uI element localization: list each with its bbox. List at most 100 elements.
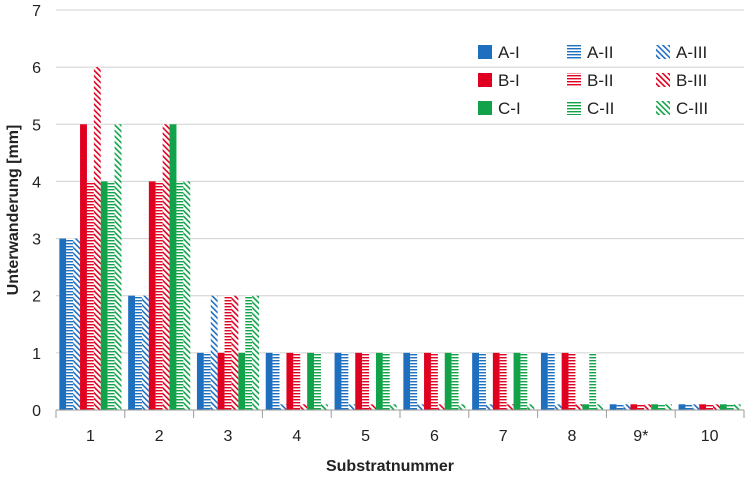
bar bbox=[286, 352, 294, 410]
legend-swatch bbox=[656, 73, 670, 87]
bar bbox=[196, 352, 204, 410]
bar bbox=[114, 124, 122, 411]
bar bbox=[664, 404, 672, 410]
x-tick-label: 2 bbox=[155, 428, 164, 445]
y-tick-label: 0 bbox=[32, 403, 41, 420]
bar bbox=[59, 238, 67, 410]
bar bbox=[658, 404, 665, 410]
bar bbox=[382, 352, 390, 410]
bar bbox=[176, 181, 184, 410]
bar bbox=[162, 124, 170, 411]
legend-label: B-II bbox=[587, 71, 613, 90]
bar bbox=[609, 404, 617, 410]
x-tick-label: 9* bbox=[633, 428, 648, 445]
y-tick-label: 4 bbox=[32, 174, 41, 191]
bar bbox=[513, 352, 521, 410]
bar bbox=[540, 352, 548, 410]
x-tick-label: 3 bbox=[224, 428, 233, 445]
bar bbox=[417, 404, 425, 410]
bar bbox=[320, 404, 328, 410]
bar bbox=[589, 352, 597, 410]
bars-group bbox=[59, 67, 741, 411]
bar bbox=[141, 295, 149, 410]
bar bbox=[128, 295, 136, 410]
bar bbox=[692, 404, 700, 410]
bar bbox=[582, 404, 590, 410]
bar bbox=[616, 404, 624, 410]
bar bbox=[100, 181, 108, 410]
bar bbox=[554, 404, 562, 410]
bar bbox=[499, 352, 507, 410]
bar bbox=[733, 404, 741, 410]
bar bbox=[93, 67, 101, 411]
bar bbox=[458, 404, 466, 410]
x-tick-label: 8 bbox=[568, 428, 577, 445]
bar bbox=[575, 404, 583, 410]
bar bbox=[527, 404, 535, 410]
bar bbox=[334, 352, 342, 410]
bar bbox=[348, 404, 356, 410]
bar bbox=[424, 352, 431, 410]
legend-swatch bbox=[567, 45, 581, 59]
bar bbox=[66, 238, 74, 410]
bar bbox=[183, 181, 191, 410]
legend-label: B-III bbox=[676, 71, 707, 90]
bar bbox=[231, 295, 239, 410]
bar bbox=[713, 404, 720, 410]
legend-label: B-I bbox=[498, 71, 520, 90]
legend-label: A-II bbox=[587, 43, 613, 62]
bar bbox=[217, 352, 225, 410]
bar bbox=[245, 295, 253, 410]
bar bbox=[685, 404, 693, 410]
bar bbox=[355, 352, 363, 410]
bar bbox=[444, 352, 452, 410]
y-tick-label: 1 bbox=[32, 346, 41, 363]
bar bbox=[314, 352, 321, 410]
legend-label: A-I bbox=[498, 43, 520, 62]
bar bbox=[472, 352, 480, 410]
legend-label: A-III bbox=[676, 43, 707, 62]
bar bbox=[389, 404, 397, 410]
y-tick-label: 6 bbox=[32, 60, 41, 77]
legend-label: C-I bbox=[498, 99, 521, 118]
bar bbox=[300, 404, 308, 410]
y-axis-title: Unterwanderung [mm] bbox=[5, 125, 22, 296]
bar bbox=[561, 352, 569, 410]
legend: A-I A-II A-III B-I B-II B-III C-I C-II C-III bbox=[478, 43, 708, 118]
x-tick-label: 7 bbox=[499, 428, 508, 445]
y-tick-labels: 0 1 2 3 4 5 6 7 bbox=[32, 3, 41, 420]
bar bbox=[169, 124, 177, 411]
bar bbox=[375, 352, 383, 410]
bar bbox=[451, 352, 459, 410]
bar bbox=[80, 124, 87, 411]
legend-swatch bbox=[656, 101, 670, 115]
bar bbox=[568, 352, 576, 410]
y-tick-label: 7 bbox=[32, 3, 41, 20]
legend-swatch bbox=[478, 101, 492, 115]
bar bbox=[678, 404, 686, 410]
bar bbox=[706, 404, 714, 410]
x-tick-label: 4 bbox=[292, 428, 301, 445]
bar bbox=[293, 352, 301, 410]
y-tick-label: 2 bbox=[32, 289, 41, 306]
bar bbox=[492, 352, 500, 410]
bar bbox=[437, 404, 445, 410]
bar bbox=[210, 295, 218, 410]
x-tick-label: 5 bbox=[361, 428, 370, 445]
bar bbox=[238, 352, 246, 410]
axes-group bbox=[55, 409, 745, 418]
bar bbox=[430, 352, 438, 410]
bar bbox=[148, 181, 156, 410]
legend-swatch bbox=[478, 73, 492, 87]
bar bbox=[623, 404, 631, 410]
legend-swatch bbox=[567, 101, 581, 115]
bar bbox=[307, 352, 315, 410]
bar bbox=[630, 404, 638, 410]
bar bbox=[73, 238, 81, 410]
bar bbox=[224, 295, 232, 410]
bar bbox=[506, 404, 514, 410]
bar bbox=[403, 352, 411, 410]
bar bbox=[341, 352, 349, 410]
bar bbox=[252, 295, 260, 410]
bar bbox=[485, 404, 493, 410]
